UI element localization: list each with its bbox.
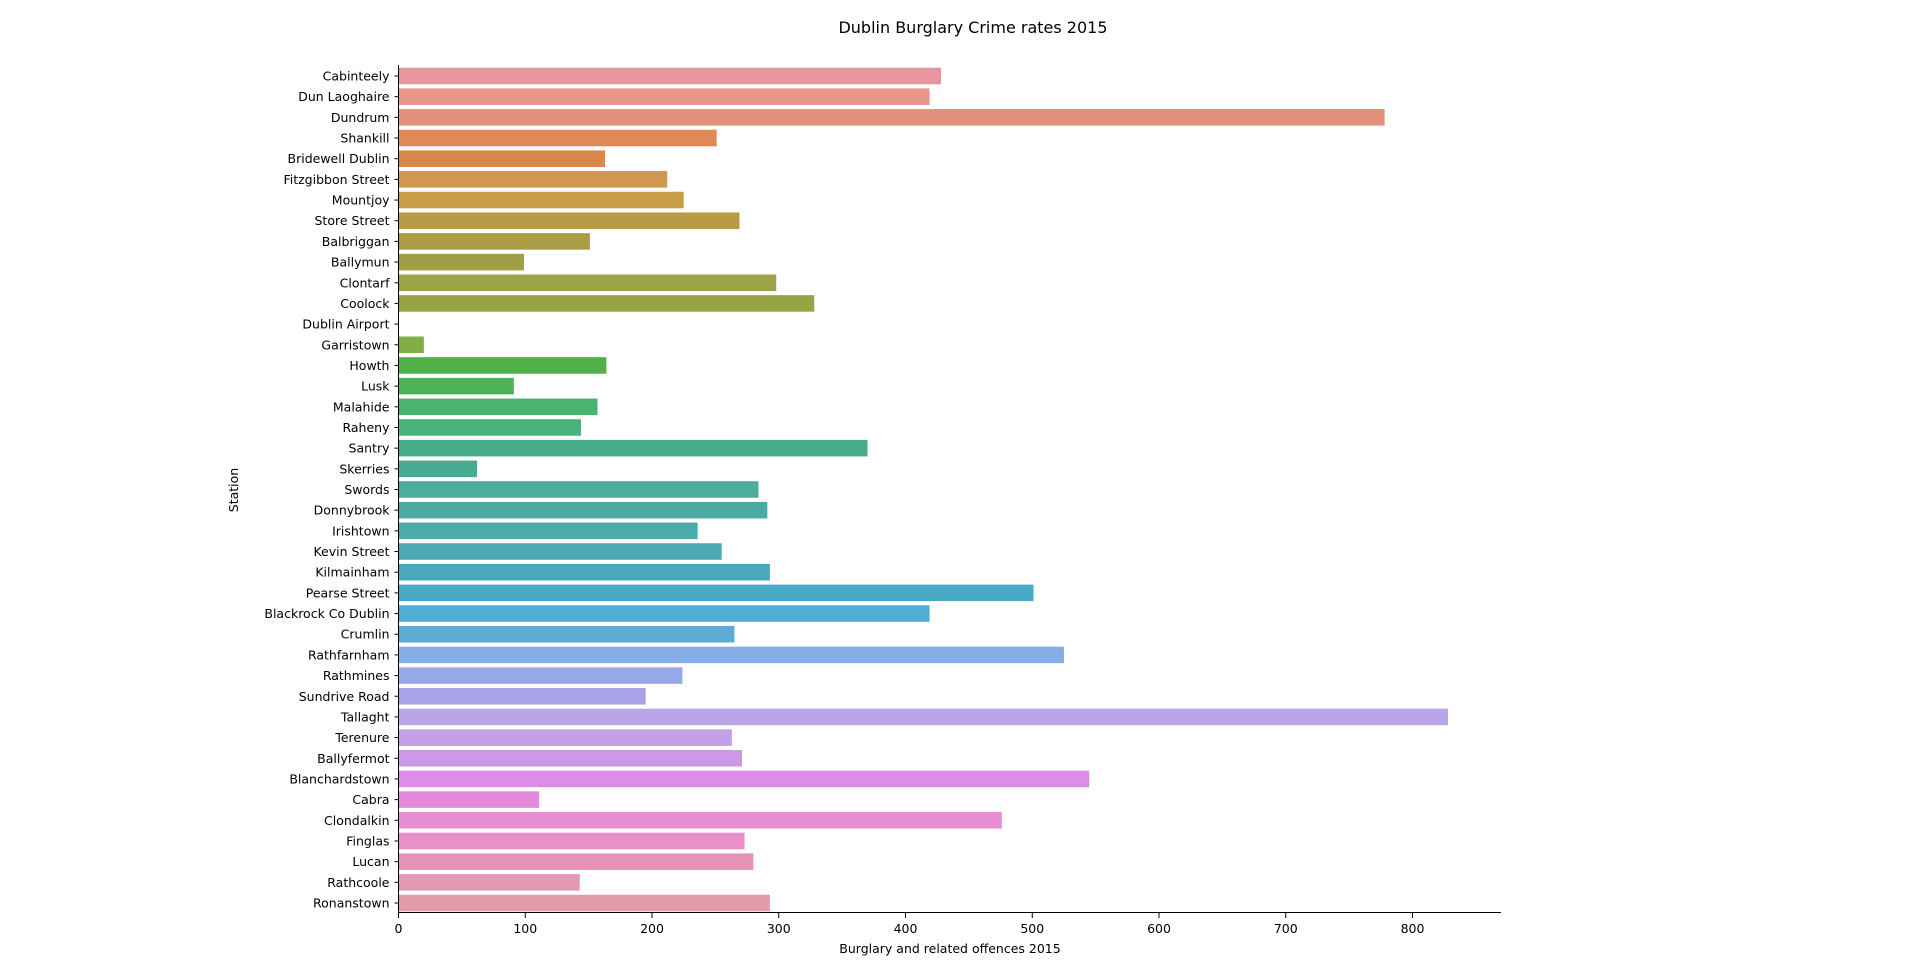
y-tick-label: Garristown (321, 337, 389, 352)
bar (398, 894, 770, 912)
y-tick-label: Cabinteely (323, 69, 390, 84)
y-tick-label: Donnybrook (314, 503, 391, 518)
bar (398, 605, 930, 622)
bar (398, 832, 745, 850)
y-axis-label: Station (226, 468, 241, 512)
y-tick-label: Dun Laoghaire (298, 89, 390, 104)
bar (398, 667, 683, 684)
bar (398, 398, 598, 416)
bar (398, 233, 590, 250)
y-tick-label: Rathfarnham (308, 647, 390, 662)
bar (398, 253, 524, 271)
y-tick-label: Crumlin (341, 627, 390, 642)
y-tick-label: Rathcoole (327, 875, 390, 890)
y-tick-label: Clondalkin (324, 813, 389, 828)
y-tick-label: Coolock (340, 296, 390, 311)
y-tick-label: Rathmines (323, 668, 390, 683)
bar (398, 584, 1034, 602)
y-tick-label: Skerries (339, 461, 389, 476)
y-tick-label: Bridewell Dublin (288, 151, 390, 166)
y-tick-label: Dublin Airport (302, 317, 389, 332)
x-tick-label: 800 (1401, 921, 1425, 936)
x-tick-label: 0 (395, 921, 403, 936)
bar (398, 460, 478, 478)
chart-title: Dublin Burglary Crime rates 2015 (838, 18, 1107, 37)
x-tick-label: 200 (640, 921, 664, 936)
y-tick-label: Cabra (352, 792, 389, 807)
bar (398, 212, 740, 229)
x-tick-label: 700 (1274, 921, 1298, 936)
bar (398, 625, 735, 643)
y-tick-label: Blanchardstown (289, 771, 389, 786)
bar (398, 563, 770, 581)
bar (398, 481, 759, 498)
y-tick-label: Pearse Street (306, 585, 390, 600)
bar (398, 729, 732, 746)
bar (398, 770, 1090, 788)
bar (398, 171, 668, 188)
bar (398, 522, 698, 540)
bar (398, 191, 684, 209)
y-tick-label: Kevin Street (313, 544, 389, 559)
bar (398, 295, 815, 312)
bar (398, 750, 742, 767)
y-tick-label: Balbriggan (322, 234, 390, 249)
x-tick-label: 300 (767, 921, 791, 936)
bar (398, 708, 1448, 726)
y-tick-label: Ballyfermot (317, 751, 389, 766)
x-tick-label: 600 (1147, 921, 1171, 936)
y-tick-label: Swords (344, 482, 389, 497)
y-tick-label: Blackrock Co Dublin (264, 606, 389, 621)
y-tick-label: Lusk (361, 379, 390, 394)
bar (398, 853, 754, 870)
y-tick-label: Kilmainham (315, 565, 389, 580)
y-tick-label: Clontarf (340, 275, 390, 290)
x-ticks: 0 100 200 300 400 500 600 700 800 (395, 913, 1425, 936)
bar (398, 377, 514, 395)
bar (398, 150, 606, 167)
y-tick-label: Howth (349, 358, 389, 373)
bar (398, 543, 722, 560)
bar (398, 67, 941, 85)
x-axis-label: Burglary and related offences 2015 (839, 941, 1060, 956)
y-tick-label: Finglas (346, 833, 389, 848)
bar (398, 501, 768, 519)
bars-group (398, 67, 1448, 912)
y-tick-label: Terenure (334, 730, 389, 745)
y-tick-label: Fitzgibbon Street (283, 172, 389, 187)
y-tick-label: Dundrum (331, 110, 390, 125)
bar (398, 812, 1002, 829)
bar (398, 88, 930, 105)
bar (398, 336, 424, 354)
y-tick-label: Sundrive Road (299, 689, 390, 704)
bar (398, 129, 717, 147)
y-tick-label: Ballymun (331, 255, 390, 270)
y-tick-label: Irishtown (332, 523, 389, 538)
y-tick-label: Santry (349, 441, 391, 456)
bar (398, 791, 540, 808)
x-tick-label: 500 (1020, 921, 1044, 936)
bar (398, 874, 580, 891)
x-tick-label: 100 (513, 921, 537, 936)
y-tick-label: Malahide (333, 399, 390, 414)
bar (398, 646, 1064, 664)
y-tick-label: Store Street (315, 213, 390, 228)
bar (398, 274, 777, 292)
y-tick-label: Raheny (342, 420, 390, 435)
y-tick-label: Ronanstown (313, 896, 389, 911)
y-tick-label: Shankill (340, 131, 389, 146)
bar (398, 109, 1385, 126)
bar (398, 439, 868, 457)
y-tick-label: Tallaght (340, 709, 390, 724)
x-tick-label: 400 (894, 921, 918, 936)
bar (398, 419, 582, 436)
y-tick-label: Mountjoy (332, 193, 390, 208)
bar (398, 687, 646, 705)
y-tick-label: Lucan (352, 854, 389, 869)
bar (398, 357, 607, 374)
y-tick-labels: Cabinteely Dun Laoghaire Dundrum Shankill Br… (264, 69, 399, 911)
